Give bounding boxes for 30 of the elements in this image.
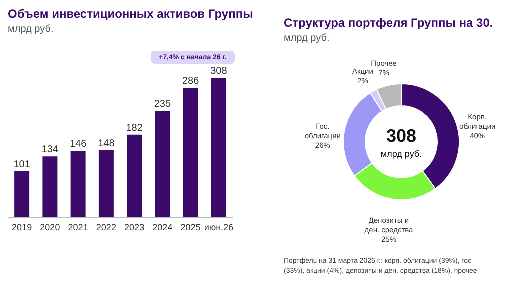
x-tick-label: 2025	[180, 222, 201, 232]
x-tick-label: 2019	[12, 222, 32, 232]
bar	[14, 171, 30, 217]
bar	[98, 150, 114, 217]
bar	[42, 156, 58, 217]
bar	[127, 134, 142, 217]
data-label: 286	[182, 76, 200, 88]
data-label: 235	[154, 99, 172, 110]
data-label: 134	[42, 144, 59, 156]
bar	[70, 151, 86, 217]
bar	[155, 111, 170, 217]
chart-title: Структура портфеля Группы на 30.	[284, 16, 494, 30]
x-tick-label: 2022	[96, 222, 116, 232]
x-tick-label: 2024	[152, 222, 173, 232]
data-label: 101	[14, 159, 31, 170]
chart-subtitle: млрд руб.	[8, 24, 54, 35]
bar	[183, 88, 198, 217]
bar	[211, 78, 226, 217]
chart-title: Объем инвестиционных активов Группы	[8, 7, 254, 21]
text: млрд руб.	[380, 149, 422, 159]
data-label: 182	[126, 122, 144, 134]
x-tick-label: июн.26	[204, 222, 234, 232]
data-label: 308	[210, 66, 228, 78]
data-label: 148	[98, 138, 116, 150]
x-tick-label: 2023	[124, 222, 145, 232]
chart-subtitle: млрд руб.	[284, 32, 330, 44]
text: 308	[386, 126, 417, 146]
x-tick-label: 2020	[40, 222, 60, 232]
x-tick-label: 2021	[68, 222, 88, 232]
data-label: 146	[70, 139, 88, 150]
